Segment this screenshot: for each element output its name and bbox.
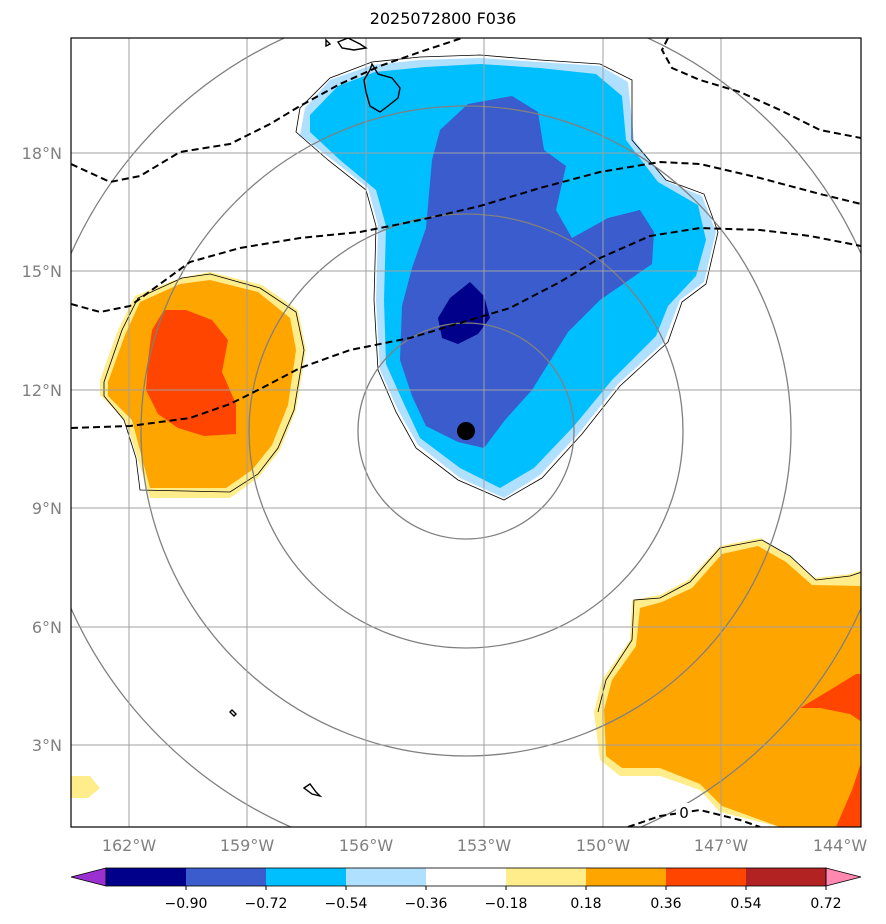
map-frame [70, 37, 862, 828]
colorbar-tick-label: −0.72 [245, 896, 288, 912]
island-small-1 [325, 38, 332, 48]
colorbar-tick-label: −0.90 [165, 896, 208, 912]
lon-label-156: 156°W [339, 836, 394, 855]
contour-label-group: 0 [676, 803, 690, 822]
colorbar-segment [186, 868, 267, 886]
lat-label-12: 12°N [22, 381, 62, 400]
colorbar: −0.90 −0.72 −0.54 −0.36 −0.18 0.18 0.36 0.54 0.7… [70, 867, 862, 912]
colorbar-tick-label: 0.36 [650, 896, 681, 912]
map-title: 2025072800 F036 [369, 9, 517, 28]
dashed-contour-2 [71, 160, 861, 314]
lon-label-147: 147°W [694, 836, 749, 855]
lon-label-162: 162°W [102, 836, 157, 855]
contour-fill-red-se [800, 674, 861, 722]
contour-fill-red-west [146, 310, 236, 436]
contour-label: 0 [679, 804, 689, 822]
dashed-contour-5 [627, 808, 761, 827]
colorbar-segment [586, 868, 667, 886]
range-ring-2 [248, 213, 684, 649]
contour-fill-yellow-sw-corner [71, 776, 100, 798]
lat-label-18: 18°N [22, 144, 62, 163]
colorbar-extend-high [825, 867, 862, 887]
colorbar-tick-label: −0.36 [405, 896, 448, 912]
dashed-contour-3 [71, 38, 463, 184]
colorbar-segment [266, 868, 347, 886]
colorbar-segment [746, 868, 827, 886]
lat-label-3: 3°N [32, 736, 62, 755]
graticule [71, 38, 861, 827]
dashed-contours [71, 38, 861, 827]
dashed-contour-4 [660, 38, 861, 139]
contour-fill-orange-se [604, 546, 861, 827]
colorbar-tick-label: −0.18 [485, 896, 528, 912]
colorbar-segment [506, 868, 587, 886]
lon-label-144: 144°W [813, 836, 868, 855]
map-area: 0 [71, 38, 861, 827]
dashed-contour-1 [71, 226, 861, 429]
island-small-2 [229, 709, 237, 717]
storm-center-marker [457, 422, 475, 440]
colorbar-tick-label: 0.18 [570, 896, 601, 912]
coastlines [229, 38, 401, 798]
colorbar-frame [105, 867, 827, 887]
colorbar-segment [426, 868, 507, 886]
colorbar-tick-label: −0.54 [325, 896, 368, 912]
range-ring-3 [140, 105, 792, 757]
colorbar-segment [106, 868, 187, 886]
lat-label-6: 6°N [32, 618, 62, 637]
lat-label-15: 15°N [22, 262, 62, 281]
zero-contour-outline-se [597, 539, 861, 713]
range-ring-1 [357, 322, 575, 540]
positive-anomaly-southeast [71, 538, 861, 827]
lon-label-150: 150°W [576, 836, 631, 855]
contour-fill-red-se-bottom [836, 763, 861, 827]
island-maui [336, 38, 368, 51]
lon-tick-labels: 162°W 159°W 156°W 153°W 150°W 147°W 144°… [102, 836, 868, 855]
colorbar-tick-label: 0.72 [810, 896, 841, 912]
contour-fill-navy [438, 282, 490, 344]
negative-anomaly-region [295, 54, 719, 501]
zero-contour-outline-north [295, 54, 719, 501]
contour-fill-royal-blue [400, 96, 654, 448]
island-small-3 [302, 783, 323, 798]
colorbar-extend-low [70, 867, 107, 887]
range-rings [71, 38, 861, 827]
colorbar-segment [666, 868, 747, 886]
colorbar-segment [346, 868, 427, 886]
lat-tick-labels: 18°N 15°N 12°N 9°N 6°N 3°N [22, 144, 62, 755]
lon-label-159: 159°W [220, 836, 275, 855]
lon-label-153: 153°W [457, 836, 512, 855]
island-hawaii [363, 62, 401, 113]
lat-label-9: 9°N [32, 499, 62, 518]
colorbar-tick-label: 0.54 [730, 896, 761, 912]
zero-contour-outline-west [103, 273, 305, 493]
